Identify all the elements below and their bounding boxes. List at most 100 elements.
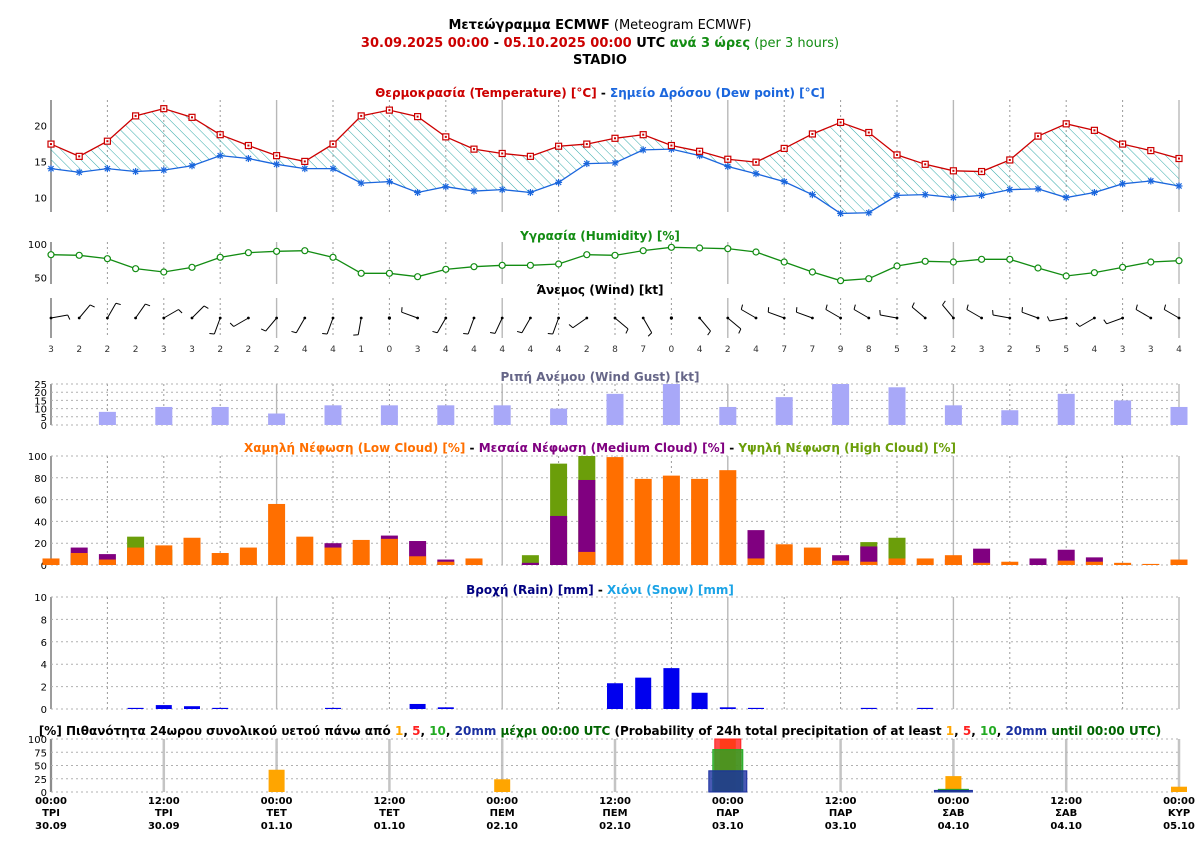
dew-point-point	[1175, 182, 1183, 190]
wind-barb	[106, 303, 117, 319]
wind-barb-flag	[853, 304, 856, 310]
rain-bar	[212, 707, 229, 709]
y-tick-label: 10	[34, 405, 47, 416]
humidity-point	[554, 260, 563, 268]
title-part: 20mm	[1005, 724, 1047, 738]
humidity-point	[1147, 258, 1155, 266]
dew-point-point	[555, 178, 563, 186]
gust-bar	[1001, 410, 1019, 425]
y-tick-label: 5	[41, 413, 47, 424]
gust-bar	[380, 405, 398, 425]
dew-point-point	[526, 188, 534, 196]
temperature-point-core	[670, 144, 673, 147]
temperature-point-core	[980, 170, 983, 173]
date-label: 01.10	[261, 821, 293, 832]
wind-barb-base	[472, 316, 476, 320]
wind-speed-label: 0	[669, 345, 675, 355]
wind-barb	[1106, 317, 1123, 325]
humidity-point	[526, 261, 535, 269]
title-part: ,	[420, 724, 429, 738]
wind-title: Άνεμος (Wind) [kt]	[536, 283, 663, 297]
wind-barb-base	[247, 316, 250, 320]
wind-barb-flag	[67, 314, 71, 320]
high-cloud-bar	[521, 555, 539, 565]
low-cloud-bar	[916, 558, 934, 565]
temperature-point-core	[1149, 149, 1152, 152]
humidity-point	[75, 251, 83, 259]
temperature-point-core	[444, 135, 447, 138]
humidity-point	[442, 265, 450, 273]
wind-barb-base	[585, 316, 589, 320]
wind-barb	[552, 317, 560, 335]
y-tick-label: 15	[34, 157, 47, 168]
humidity-point	[329, 253, 337, 261]
humidity-point	[498, 261, 506, 269]
temperature-title: Θερμοκρασία (Temperature) [°C] - Σημείο …	[375, 86, 825, 100]
low-cloud-bar	[352, 539, 370, 565]
prob-1mm-bar	[494, 779, 511, 792]
date-sep: -	[489, 36, 504, 51]
wind-speed-label: 2	[76, 345, 82, 355]
humidity-point	[921, 257, 929, 265]
wind-speed-label: 9	[838, 345, 844, 355]
rain-bar	[719, 707, 736, 709]
humidity-point	[414, 273, 422, 281]
wind-speed-label: 4	[471, 345, 477, 355]
title-english: (Meteogram ECMWF)	[609, 18, 752, 33]
temperature-point-core	[585, 143, 588, 146]
date-label: 03.10	[712, 821, 744, 832]
gust-bar	[155, 406, 173, 425]
wind-speed-label: 4	[302, 345, 308, 355]
dew-point-point	[103, 165, 111, 173]
rain-bar	[607, 683, 623, 709]
wind-barb-flag	[1046, 316, 1050, 322]
time-label: 00:00	[1163, 796, 1195, 807]
wind-speed-label: 0	[387, 345, 393, 355]
prob-1mm-bar	[945, 776, 962, 792]
wind-barb	[233, 317, 249, 327]
y-tick-label: 20	[34, 388, 47, 399]
dew-point-point	[837, 209, 845, 217]
wind-speed-label: 3	[415, 345, 421, 355]
wind-barb-base	[782, 316, 786, 320]
gust-bar	[211, 406, 229, 425]
title-part: 10	[980, 724, 997, 738]
y-tick-label: 6	[41, 638, 47, 649]
wind-speed-label: 7	[810, 345, 816, 355]
title-part: 20mm	[455, 724, 497, 738]
wind-speed-label: 4	[443, 345, 449, 355]
wind-barb	[326, 317, 334, 335]
dew-point-point	[780, 178, 788, 186]
title-part: -	[725, 441, 738, 455]
humidity-point	[583, 251, 591, 259]
date-from: 30.09.2025 00:00	[360, 36, 490, 51]
rain-bar	[127, 707, 144, 709]
wind-calm-mark	[387, 316, 391, 320]
wind-barb-base	[218, 316, 222, 320]
wind-barb-flag	[942, 300, 946, 306]
wind-barb-base	[698, 316, 701, 320]
humidity-point	[103, 255, 112, 263]
title-part: Μεσαία Νέφωση (Medium Cloud) [%]	[479, 441, 725, 455]
medium-cloud-bar	[860, 546, 878, 565]
temperature-point-core	[332, 143, 334, 146]
title-part: until 00:00 UTC)	[1047, 724, 1161, 738]
wind-barb	[467, 317, 475, 335]
title-main: Μετεώγραμμα ECMWF	[448, 18, 610, 33]
day-label: ΤΡΙ	[42, 808, 60, 819]
wind-barb	[1079, 317, 1095, 327]
rain-bar	[691, 692, 708, 709]
rain-bar	[325, 707, 341, 709]
wind-barb-base	[359, 316, 363, 320]
wind-barb-flag	[490, 332, 496, 334]
wind-barb	[213, 317, 221, 335]
dew-point-point	[244, 155, 252, 163]
humidity-point	[188, 263, 196, 271]
date-label: 05.10	[1163, 821, 1195, 832]
y-tick-label: 25	[34, 775, 47, 786]
wind-barb-base	[416, 316, 419, 320]
probability-title: [%] Πιθανότητα 24ωρου συνολικού υετού πά…	[39, 724, 1161, 738]
humidity-point	[808, 268, 817, 276]
wind-barb-base	[952, 316, 955, 320]
